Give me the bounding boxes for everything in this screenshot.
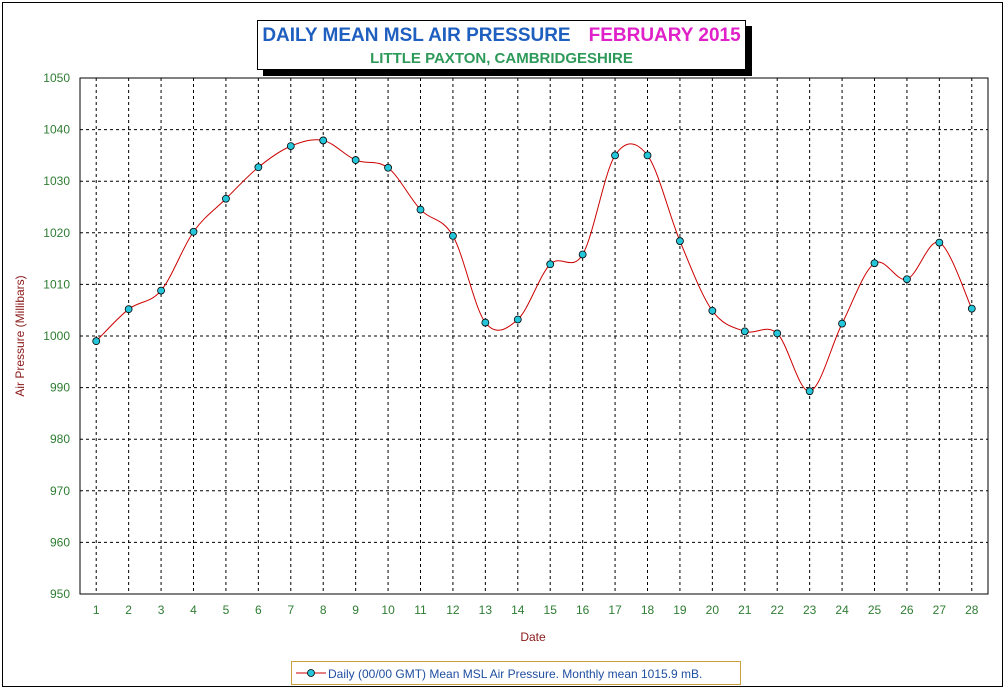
- data-point: [319, 136, 328, 145]
- data-point: [481, 318, 490, 327]
- data-point: [773, 329, 782, 338]
- legend-label: Daily (00/00 GMT) Mean MSL Air Pressure.…: [328, 667, 703, 681]
- y-tick-label: 950: [50, 587, 70, 601]
- data-point: [903, 275, 911, 284]
- x-tick-label: 9: [352, 603, 359, 617]
- data-point: [384, 163, 392, 172]
- data-point: [416, 205, 425, 214]
- data-point: [92, 337, 101, 346]
- y-tick-label: 1020: [43, 226, 70, 240]
- title-box: DAILY MEAN MSL AIR PRESSURE FEBRUARY 2015…: [257, 20, 746, 70]
- x-tick-label: 4: [190, 603, 197, 617]
- data-point: [254, 163, 263, 172]
- x-tick-label: 12: [446, 603, 460, 617]
- x-tick-label: 6: [255, 603, 262, 617]
- x-tick-label: 11: [414, 603, 427, 617]
- chart-title: DAILY MEAN MSL AIR PRESSURE FEBRUARY 2015: [258, 25, 745, 47]
- x-tick-label: 13: [479, 603, 493, 617]
- x-tick-label: 26: [900, 603, 914, 617]
- data-point: [157, 286, 165, 295]
- data-point: [967, 304, 976, 313]
- x-tick-label: 18: [641, 603, 655, 617]
- y-tick-label: 1010: [43, 277, 70, 291]
- data-point: [935, 238, 944, 247]
- x-tick-label: 16: [576, 603, 590, 617]
- y-tick-label: 970: [50, 484, 70, 498]
- plot-border: [79, 77, 989, 595]
- legend-swatch: [296, 669, 326, 677]
- data-point: [286, 142, 295, 151]
- data-points: [92, 136, 976, 396]
- title-main: DAILY MEAN MSL AIR PRESSURE: [262, 25, 571, 46]
- y-tick-label: 1050: [43, 71, 70, 85]
- legend: Daily (00/00 GMT) Mean MSL Air Pressure.…: [291, 661, 741, 685]
- data-point: [449, 231, 457, 240]
- tick-labels: 9509609709809901000101010201030104010501…: [43, 71, 978, 617]
- x-tick-label: 10: [381, 603, 395, 617]
- data-point: [351, 156, 360, 164]
- x-tick-label: 15: [544, 603, 558, 617]
- data-point: [124, 305, 133, 314]
- x-tick-label: 17: [608, 603, 622, 617]
- data-point: [676, 237, 684, 245]
- data-point: [870, 259, 879, 268]
- x-tick-label: 19: [673, 603, 687, 617]
- x-tick-label: 14: [511, 603, 525, 617]
- data-point: [189, 227, 198, 236]
- data-point: [838, 319, 846, 328]
- x-tick-label: 24: [835, 603, 849, 617]
- y-tick-label: 1000: [43, 329, 70, 343]
- x-tick-label: 3: [158, 603, 165, 617]
- x-tick-label: 25: [868, 603, 882, 617]
- x-axis-label: Date: [520, 630, 546, 644]
- x-tick-label: 27: [933, 603, 947, 617]
- y-tick-label: 960: [50, 535, 70, 549]
- y-tick-label: 1040: [43, 123, 70, 137]
- data-point: [740, 327, 749, 336]
- chart-subtitle: LITTLE PAXTON, CAMBRIDGESHIRE: [370, 50, 633, 67]
- data-point: [643, 151, 652, 160]
- title-period: FEBRUARY 2015: [588, 25, 741, 46]
- x-tick-label: 22: [771, 603, 785, 617]
- x-tick-label: 2: [125, 603, 132, 617]
- data-point: [546, 260, 555, 269]
- y-tick-label: 1030: [43, 174, 70, 188]
- x-tick-label: 7: [287, 603, 294, 617]
- x-tick-label: 5: [223, 603, 230, 617]
- data-point: [222, 194, 230, 203]
- data-point: [805, 387, 814, 396]
- x-tick-label: 1: [93, 603, 100, 617]
- pressure-series-line: [95, 139, 973, 392]
- x-tick-label: 23: [803, 603, 817, 617]
- y-tick-label: 980: [50, 432, 70, 446]
- x-tick-label: 21: [738, 603, 752, 617]
- x-tick-label: 28: [965, 603, 979, 617]
- data-point: [513, 315, 522, 324]
- y-axis-label: Air Pressure (Millibars): [13, 275, 27, 396]
- data-point: [578, 250, 587, 259]
- y-tick-label: 990: [50, 381, 70, 395]
- x-tick-label: 8: [320, 603, 327, 617]
- data-point: [708, 306, 717, 315]
- x-tick-label: 20: [706, 603, 720, 617]
- grid-lines: [79, 77, 989, 595]
- data-point: [611, 151, 619, 160]
